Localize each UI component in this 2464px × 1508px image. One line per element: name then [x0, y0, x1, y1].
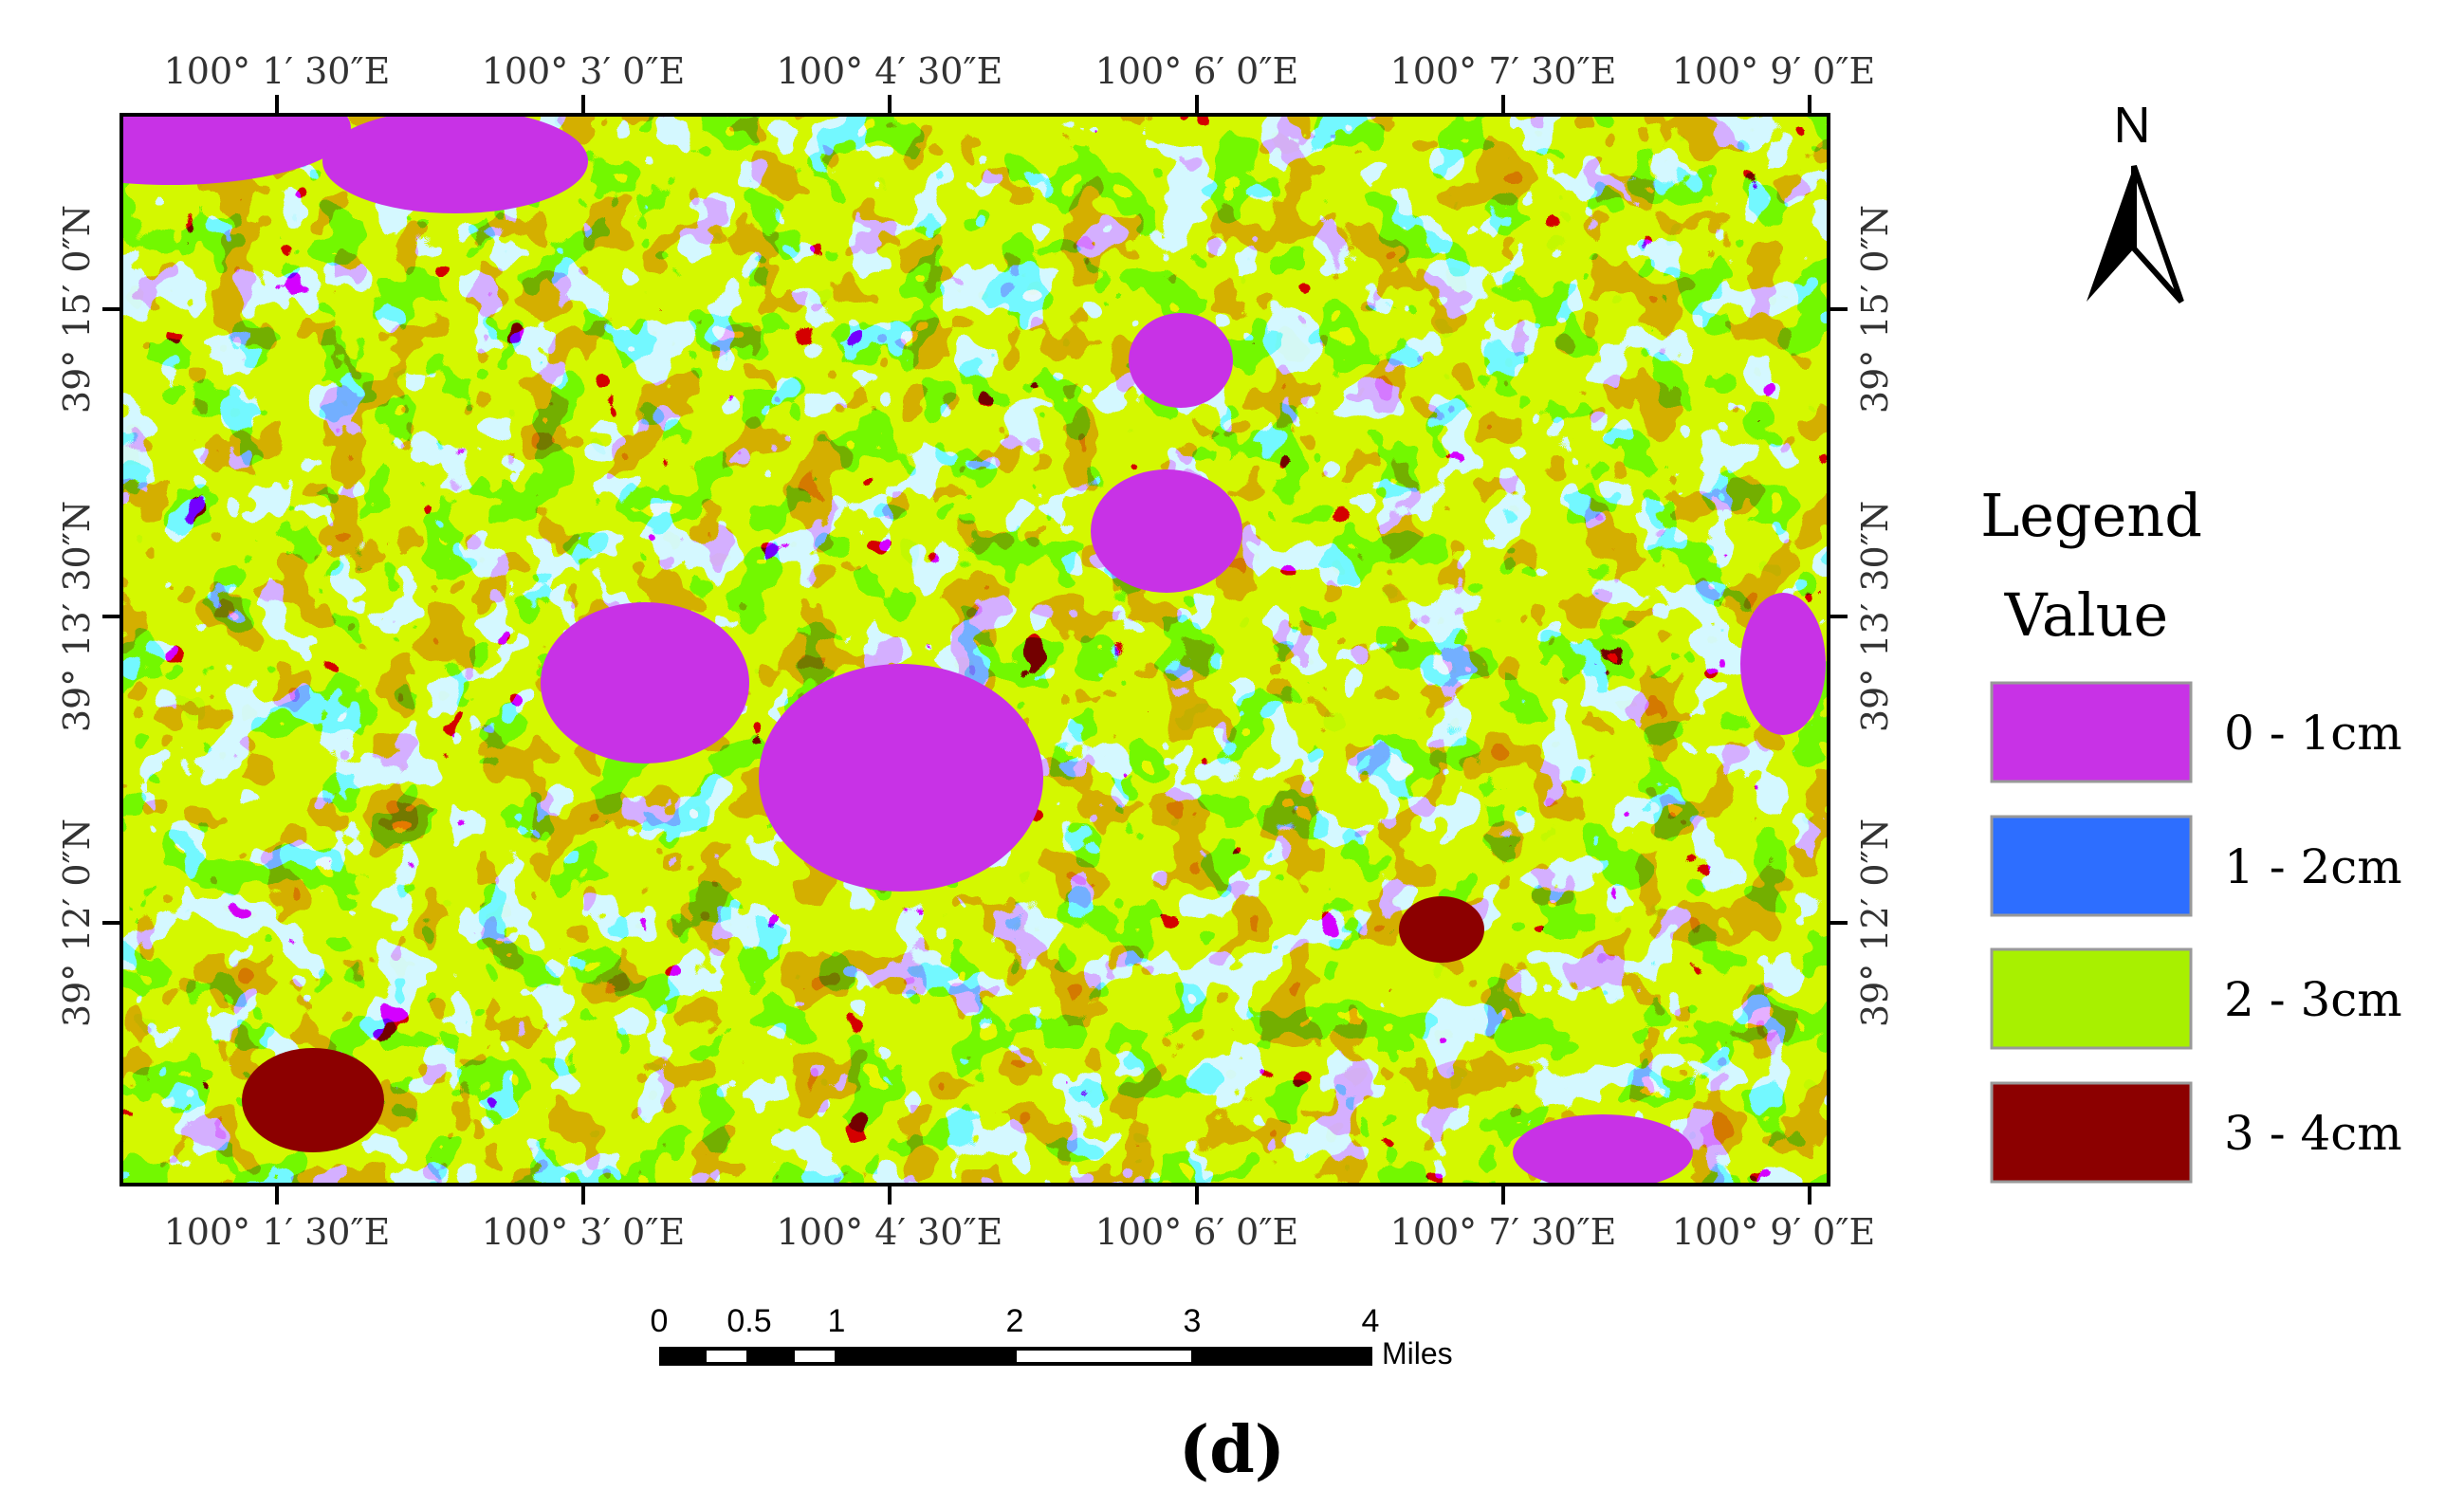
- map-frame: [120, 113, 1830, 1186]
- right-tick-label: 39° 15′ 0″N: [1854, 205, 1896, 414]
- map-patch: [1513, 1114, 1693, 1185]
- right-tick-label: 39° 13′ 30″N: [1854, 501, 1896, 732]
- right-tick-label: 39° 12′ 0″N: [1854, 818, 1896, 1027]
- bottom-tick-label: 100° 1′ 30″E: [164, 1211, 391, 1253]
- left-coordinate-ticks: 39° 15′ 0″N 39° 13′ 30″N 39° 12′ 0″N: [56, 205, 121, 1027]
- north-arrow: N: [2087, 97, 2184, 303]
- legend-label: 1 - 2cm: [2224, 839, 2402, 894]
- scale-tick-label: 0: [651, 1303, 669, 1339]
- figure-caption: (d): [1179, 1412, 1285, 1488]
- legend-swatch: [1990, 815, 2193, 917]
- scale-tick-label: 4: [1362, 1303, 1380, 1339]
- map-patch: [1091, 469, 1242, 593]
- scale-tick-label: 2: [1006, 1303, 1024, 1339]
- scale-tick-label: 1: [828, 1303, 846, 1339]
- legend-subtitle: Value: [2004, 580, 2169, 650]
- bottom-coordinate-ticks: 100° 1′ 30″E 100° 3′ 0″E 100° 4′ 30″E 10…: [164, 1185, 1876, 1253]
- north-arrow-label: N: [2114, 97, 2151, 154]
- scale-tick-label: 3: [1184, 1303, 1202, 1339]
- legend-label: 2 - 3cm: [2224, 972, 2402, 1027]
- map-patch: [322, 115, 588, 213]
- top-tick-label: 100° 6′ 0″E: [1095, 50, 1299, 92]
- legend-swatch: [1990, 1081, 2193, 1184]
- map-patch: [759, 664, 1043, 892]
- legend-swatch: [1990, 681, 2193, 783]
- map-patch: [242, 1048, 384, 1152]
- left-tick-label: 39° 13′ 30″N: [56, 501, 98, 732]
- map-patch: [1399, 896, 1484, 963]
- legend-label: 3 - 4cm: [2224, 1106, 2402, 1161]
- scale-bar: 0 0.5 1 2 3 4 Miles: [651, 1303, 1453, 1370]
- map-patch: [1740, 593, 1826, 735]
- bottom-tick-label: 100° 4′ 30″E: [777, 1211, 1003, 1253]
- scale-unit-label: Miles: [1382, 1336, 1453, 1370]
- legend-title: Legend: [1980, 481, 2202, 550]
- top-tick-label: 100° 1′ 30″E: [164, 50, 391, 92]
- bottom-tick-label: 100° 7′ 30″E: [1390, 1211, 1617, 1253]
- bottom-tick-label: 100° 9′ 0″E: [1672, 1211, 1876, 1253]
- map-patch: [1129, 313, 1233, 408]
- right-coordinate-ticks: 39° 15′ 0″N 39° 13′ 30″N 39° 12′ 0″N: [1829, 205, 1896, 1027]
- map-raster: [121, 115, 1829, 1185]
- legend: Legend Value 0 - 1cm 1 - 2cm 2 - 3cm 3 -…: [1980, 481, 2402, 1184]
- top-tick-label: 100° 3′ 0″E: [482, 50, 686, 92]
- top-tick-label: 100° 9′ 0″E: [1672, 50, 1876, 92]
- left-tick-label: 39° 12′ 0″N: [56, 818, 98, 1027]
- map-patch: [541, 602, 749, 763]
- scale-tick-label: 0.5: [726, 1303, 771, 1339]
- map-patch: [121, 115, 351, 185]
- bottom-tick-label: 100° 3′ 0″E: [482, 1211, 686, 1253]
- left-tick-label: 39° 15′ 0″N: [56, 205, 98, 414]
- top-tick-label: 100° 4′ 30″E: [777, 50, 1003, 92]
- bottom-tick-label: 100° 6′ 0″E: [1095, 1211, 1299, 1253]
- legend-label: 0 - 1cm: [2224, 706, 2402, 761]
- north-arrow-icon: [2087, 166, 2134, 302]
- top-tick-label: 100° 7′ 30″E: [1390, 50, 1617, 92]
- legend-swatch: [1990, 947, 2193, 1050]
- top-coordinate-ticks: 100° 1′ 30″E 100° 3′ 0″E 100° 4′ 30″E 10…: [164, 50, 1876, 115]
